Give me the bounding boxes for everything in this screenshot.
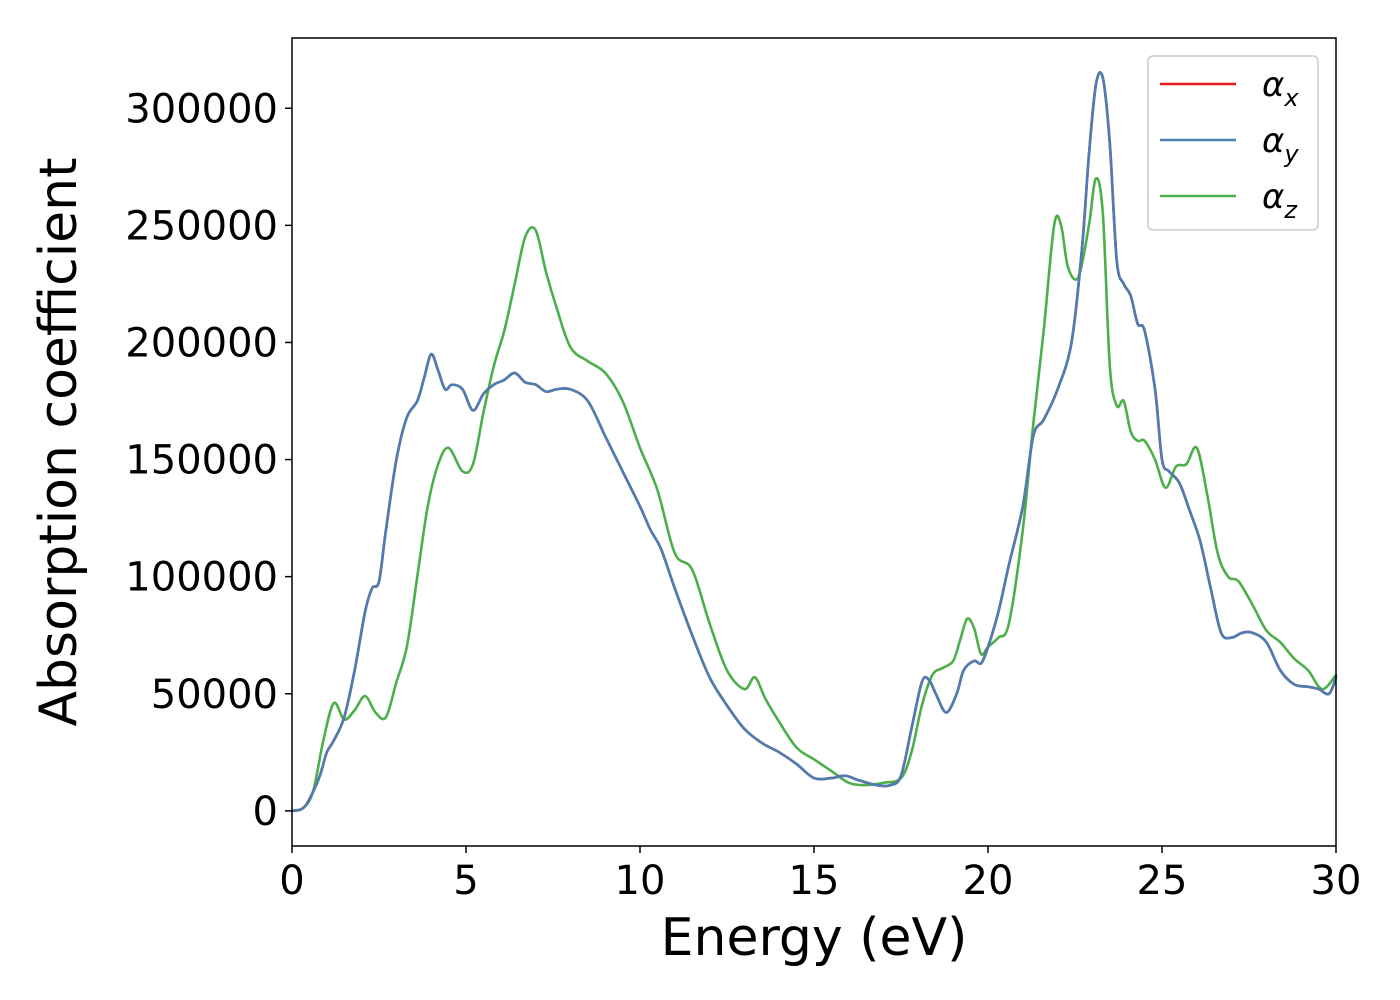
y-tick-label: 250000 [125,203,278,249]
x-tick-label: 20 [963,858,1014,904]
y-tick-label: 50000 [151,672,278,718]
plot-frame [291,37,1337,847]
series-layer [290,71,1338,813]
series-line-y [290,71,1338,813]
series-line-z [290,176,1338,813]
legend: αx αy αz [1147,55,1319,231]
legend-label-x: αx [1262,65,1299,112]
y-tick-label: 0 [253,789,278,835]
legend-label-y: αy [1262,121,1299,168]
y-tick-label: 150000 [125,438,278,484]
y-axis-label: Absorption coefficient [29,157,89,726]
x-tick-label: 5 [453,858,478,904]
x-axis-ticks: 0 5 10 15 20 25 30 [279,846,1361,904]
x-tick-label: 10 [615,858,666,904]
x-axis-label: Energy (eV) [661,908,968,968]
x-tick-label: 0 [279,858,304,904]
legend-box [1147,55,1319,231]
x-tick-label: 30 [1311,858,1362,904]
y-tick-label: 100000 [125,555,278,601]
y-tick-label: 200000 [125,320,278,366]
x-tick-label: 25 [1137,858,1188,904]
y-axis-ticks: 0 50000 100000 150000 200000 250000 300000 [125,86,292,835]
x-tick-label: 15 [789,858,840,904]
y-tick-label: 300000 [125,86,278,132]
legend-label-z: αz [1262,177,1298,224]
